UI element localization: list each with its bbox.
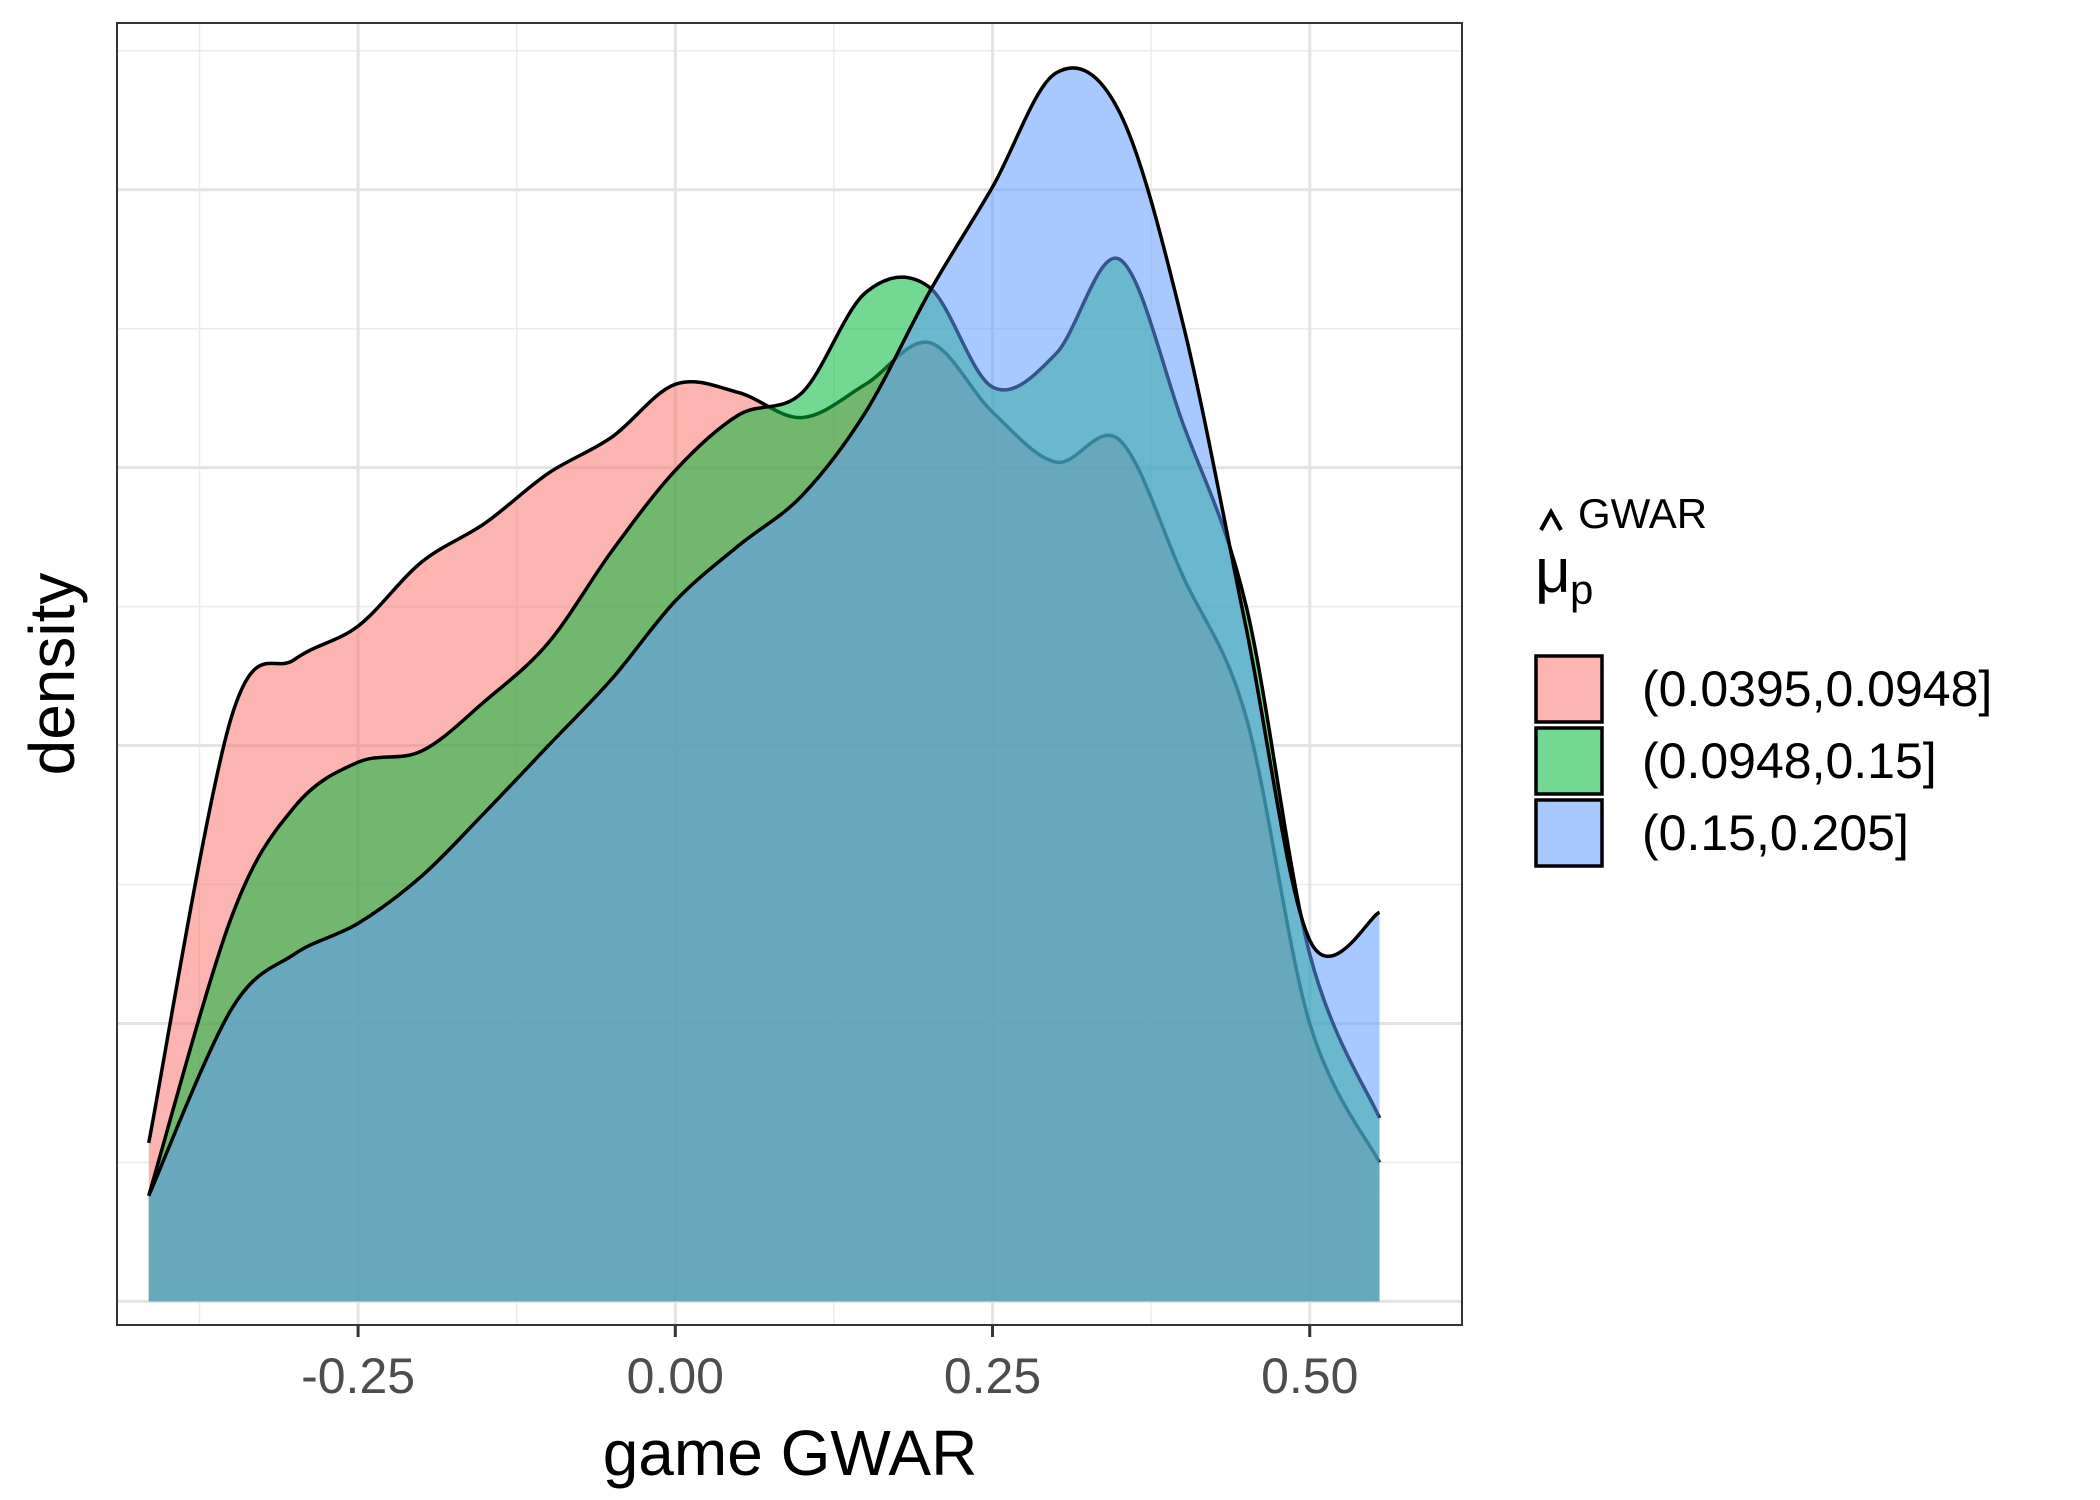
y-axis-title: density [16, 573, 88, 776]
legend-title-symbol: μ [1535, 537, 1571, 606]
legend-key [1534, 726, 1604, 796]
density-area-fill [148, 67, 1380, 1302]
legend-item: (0.0395,0.0948] [1534, 654, 1992, 724]
density-series-3 [147, 66, 1381, 1302]
legend-label: (0.15,0.205] [1642, 805, 1909, 861]
x-axis-title: game GWAR [603, 1417, 978, 1489]
density-areas [147, 66, 1382, 1302]
legend-title-hat [1539, 507, 1563, 531]
legend-label: (0.0948,0.15] [1642, 733, 1937, 789]
panel-border [116, 22, 1463, 1326]
legend-keys: (0.0395,0.0948] (0.0948,0.15] (0.15,0.205] [1534, 654, 1992, 868]
density-area-outline [147, 66, 1381, 1197]
legend-title-subscript: p [1570, 566, 1593, 613]
x-tick-label: -0.25 [301, 1348, 415, 1404]
legend-item: (0.15,0.205] [1534, 798, 1909, 868]
x-tick-label: 0.25 [944, 1348, 1041, 1404]
x-axis-tick-labels: -0.25 0.00 0.25 0.50 [301, 1348, 1358, 1404]
x-tick-label: 0.00 [627, 1348, 724, 1404]
legend: μ p GWAR (0.0395,0.0948](0.0948,0.15](0.… [1534, 490, 1992, 868]
legend-title: μ p GWAR [1535, 490, 1707, 613]
legend-item: (0.0948,0.15] [1534, 726, 1937, 796]
x-axis-ticks [356, 1325, 1312, 1337]
legend-label: (0.0395,0.0948] [1642, 661, 1992, 717]
legend-key [1534, 654, 1604, 724]
x-tick-label: 0.50 [1261, 1348, 1358, 1404]
legend-title-superscript: GWAR [1578, 490, 1707, 537]
legend-key [1534, 798, 1604, 868]
